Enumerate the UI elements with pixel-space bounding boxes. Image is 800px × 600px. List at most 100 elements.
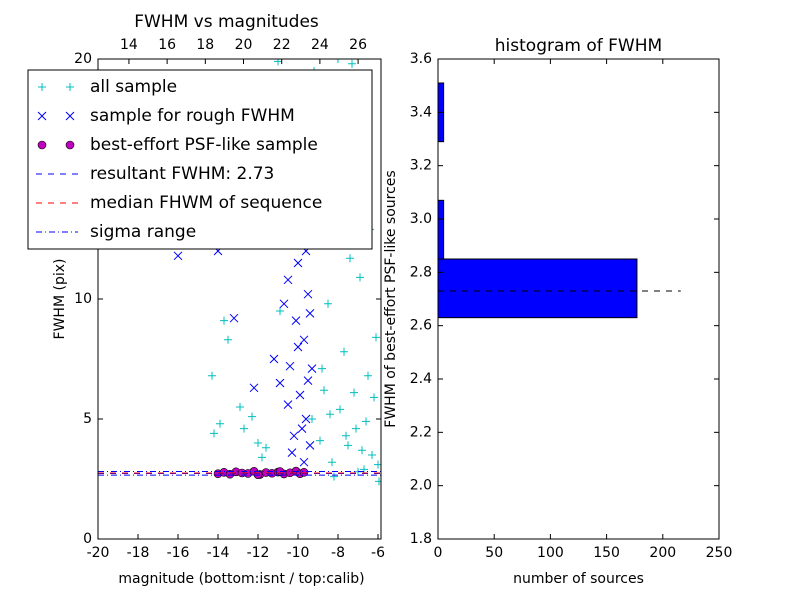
chart-title: histogram of FWHM (495, 36, 662, 56)
x-tick-label: -20 (87, 545, 110, 561)
y-tick-label: 2.4 (410, 371, 432, 387)
cross-marker (283, 275, 293, 285)
cross-marker (283, 400, 293, 409)
plus-marker (258, 453, 266, 462)
y-tick-label: 2.0 (410, 478, 432, 494)
cross-marker (301, 414, 311, 424)
y-tick-label: 2.8 (410, 264, 432, 280)
x2-tick-label: 16 (158, 37, 176, 53)
legend-label: median FHWM of sequence (90, 193, 322, 213)
cross-marker (305, 441, 315, 450)
circle-marker (37, 140, 47, 150)
plus-marker (208, 371, 216, 380)
plus-marker (336, 405, 344, 414)
plus-marker (240, 424, 248, 433)
plus-marker (342, 431, 350, 440)
x-tick-label: -10 (287, 545, 310, 561)
x2-tick-label: 24 (311, 37, 329, 53)
circle-marker (65, 140, 75, 150)
plus-marker (344, 441, 352, 450)
cross-marker (249, 383, 259, 393)
plus-marker (66, 83, 74, 91)
y-tick-label: 0 (83, 531, 92, 547)
cross-marker (37, 111, 47, 121)
cross-marker (173, 251, 183, 261)
x-tick-label: 250 (706, 545, 733, 561)
plus-marker (372, 333, 380, 342)
x-tick-label: -12 (247, 545, 270, 561)
x-tick-label: -14 (207, 545, 230, 561)
y-tick-label: 2.2 (410, 424, 432, 440)
circle-marker (299, 467, 309, 477)
x-tick-label: 100 (537, 545, 564, 561)
plus-marker (356, 273, 364, 282)
x-tick-label: 150 (593, 545, 620, 561)
cross-marker (285, 361, 295, 371)
cross-marker (303, 289, 313, 299)
plus-marker (236, 403, 244, 411)
x-tick-label: -6 (371, 545, 385, 561)
plus-marker (340, 347, 348, 356)
cross-marker (229, 313, 239, 323)
plus-marker (368, 451, 376, 459)
plus-marker (316, 436, 324, 445)
cross-marker (293, 342, 303, 352)
plus-marker (276, 307, 284, 315)
plus-marker (262, 443, 270, 452)
cross-marker (287, 448, 297, 457)
x2-tick-label: 18 (196, 37, 214, 53)
plus-marker (350, 388, 358, 397)
cross-marker (275, 378, 285, 388)
cross-marker (279, 299, 289, 309)
plus-marker (254, 439, 262, 447)
cross-marker (291, 316, 301, 325)
legend: all sample sample for rough FWHM best-effo… (27, 69, 373, 250)
plus-marker (370, 393, 378, 402)
cross-marker (297, 424, 307, 433)
legend-label: best-effort PSF-like sample (90, 135, 318, 155)
plus-marker (362, 417, 370, 426)
y-tick-label: 2.6 (410, 318, 432, 334)
cross-marker (295, 390, 305, 400)
x2-tick-label: 26 (349, 37, 367, 53)
y-tick-label: 3.4 (410, 104, 432, 120)
plus-marker (318, 364, 326, 373)
plus-marker (274, 59, 282, 66)
x-tick-label: -18 (127, 545, 150, 561)
plot-area (98, 59, 381, 486)
y-tick-label: 3.6 (410, 51, 432, 67)
x2-tick-label: 22 (273, 37, 291, 53)
plus-marker (320, 386, 328, 395)
plus-marker (308, 415, 316, 423)
cross-marker (305, 309, 315, 318)
legend-label: sample for rough FWHM (90, 106, 295, 126)
plus-marker (326, 410, 334, 419)
y-axis-label: FWHM of best-effort PSF-like sources (383, 170, 399, 427)
cross-marker (293, 258, 303, 268)
x-tick-label: -16 (167, 545, 190, 561)
cross-marker (289, 431, 299, 441)
legend-label: all sample (90, 77, 177, 97)
cross-marker (65, 111, 75, 121)
cross-marker (299, 335, 309, 345)
plus-marker (38, 83, 46, 91)
x-axis-label: magnitude (bottom:isnt / top:calib) (118, 571, 364, 587)
y-tick-label: 10 (74, 291, 92, 307)
bar (437, 199, 445, 260)
plus-marker (364, 371, 372, 380)
cross-marker (299, 457, 309, 467)
plus-marker (210, 429, 218, 438)
plus-marker (360, 465, 368, 474)
plus-marker (224, 335, 232, 344)
plus-marker (248, 412, 256, 421)
plus-marker (334, 59, 342, 63)
plus-marker (324, 299, 332, 308)
bar (437, 258, 638, 319)
y-tick-label: 5 (83, 411, 92, 427)
plus-marker (352, 424, 360, 433)
plus-marker (358, 446, 366, 455)
y-axis-label: FWHM (pix) (52, 259, 68, 340)
y-tick-label: 1.8 (410, 531, 432, 547)
legend-label: sigma range (90, 222, 196, 242)
